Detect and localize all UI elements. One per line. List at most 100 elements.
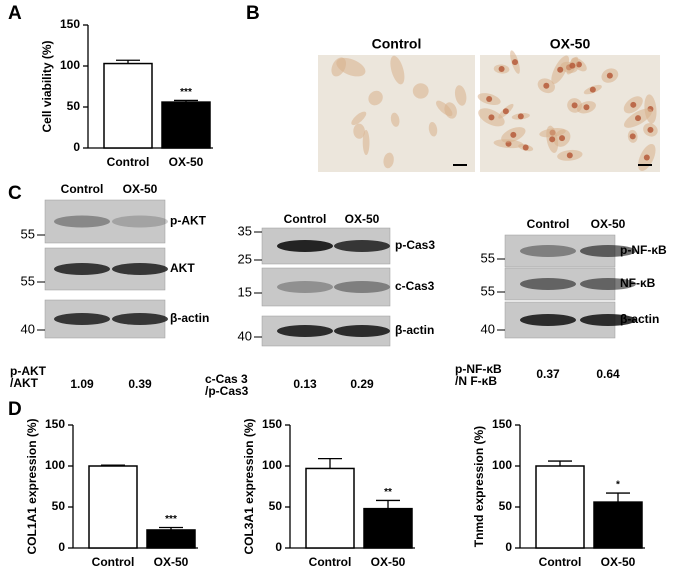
x-tick-label: OX-50	[154, 555, 189, 569]
ratio-value: 0.29	[350, 377, 374, 391]
nucleus	[502, 108, 509, 115]
nucleus	[488, 114, 495, 121]
nucleus	[498, 66, 505, 73]
nucleus	[630, 101, 637, 108]
ratio-value: 0.39	[128, 377, 152, 391]
cell	[412, 83, 429, 99]
significance: **	[384, 487, 392, 498]
significance: ***	[165, 514, 177, 525]
blot-band	[54, 263, 110, 275]
image-title: OX-50	[550, 36, 591, 52]
blot-band	[112, 263, 168, 275]
bar	[88, 465, 138, 549]
bar	[363, 507, 413, 549]
cell	[331, 57, 347, 77]
y-tick-label: 150	[60, 17, 80, 31]
blot-band	[580, 314, 636, 326]
cell	[428, 121, 438, 137]
x-tick-label: Control	[92, 555, 135, 569]
nucleus	[543, 82, 550, 89]
nucleus	[522, 144, 529, 151]
y-tick-label: 50	[67, 99, 81, 113]
y-tick-label: 0	[275, 540, 282, 554]
nucleus	[549, 136, 556, 143]
y-tick-label: 100	[262, 458, 282, 472]
ratio-label: /N F-κB	[455, 374, 497, 388]
ratio-label: p-AKT	[10, 364, 47, 378]
blot-band	[277, 281, 333, 293]
cell	[436, 100, 453, 117]
y-tick-label: 50	[499, 499, 513, 513]
row-label: p-NF-κB	[620, 243, 667, 257]
blot-band	[112, 215, 168, 228]
image-title: Control	[372, 36, 422, 52]
x-tick-label: Control	[107, 155, 150, 169]
mw-marker: 55	[21, 226, 35, 241]
bar	[103, 62, 153, 149]
mw-marker: 25	[238, 251, 252, 266]
y-tick-label: 150	[492, 417, 512, 431]
bar	[161, 101, 211, 149]
bar	[593, 501, 643, 549]
blot-band	[580, 278, 636, 290]
blot-band	[112, 313, 168, 325]
nucleus	[569, 62, 576, 69]
y-tick-label: 50	[52, 499, 66, 513]
cell	[362, 129, 370, 156]
x-tick-label: OX-50	[601, 555, 636, 569]
y-axis-label: Tnmd expression (%)	[472, 426, 486, 547]
row-label: AKT	[170, 261, 195, 275]
cell	[353, 123, 365, 139]
panel-label: B	[246, 3, 260, 24]
bar	[305, 467, 355, 549]
blot-strip	[261, 267, 391, 307]
nucleus	[486, 96, 493, 103]
blot-band	[277, 325, 333, 337]
nucleus	[571, 102, 578, 109]
lane-label: Control	[61, 182, 104, 196]
nucleus	[635, 115, 642, 122]
cell	[383, 152, 394, 169]
row-label: β-actin	[620, 312, 659, 326]
mw-marker: 40	[481, 321, 495, 336]
y-axis-label: Cell viability (%)	[40, 40, 54, 132]
lane-label: Control	[527, 217, 570, 231]
blot-band	[334, 240, 390, 252]
blot-band	[334, 281, 390, 293]
blot-band	[580, 245, 636, 257]
y-tick-label: 0	[505, 540, 512, 554]
nucleus	[583, 104, 590, 111]
blot-band	[54, 313, 110, 325]
lane-label: OX-50	[345, 212, 380, 226]
y-tick-label: 0	[73, 140, 80, 154]
ratio-label: c-Cas 3	[205, 372, 248, 386]
bar	[146, 529, 196, 549]
x-tick-label: OX-50	[169, 155, 204, 169]
nucleus	[511, 59, 518, 66]
nucleus	[566, 152, 573, 159]
ratio-value: 0.37	[536, 367, 560, 381]
nucleus	[589, 86, 596, 93]
row-label: p-Cas3	[395, 238, 435, 252]
mw-marker: 40	[21, 321, 35, 336]
blot-band	[54, 215, 110, 228]
panel-label: D	[8, 399, 22, 420]
mw-marker: 15	[238, 284, 252, 299]
nucleus	[629, 133, 636, 140]
row-label: β-actin	[170, 311, 209, 325]
ratio-label: /AKT	[10, 376, 39, 390]
lane-label: OX-50	[591, 217, 626, 231]
y-tick-label: 100	[60, 58, 80, 72]
row-label: c-Cas3	[395, 279, 435, 293]
nucleus	[510, 131, 517, 138]
y-axis-label: COL3A1 expression (%)	[242, 418, 256, 554]
panel-label: C	[8, 183, 22, 204]
ratio-value: 0.64	[596, 367, 620, 381]
blot-band	[520, 278, 576, 290]
x-tick-label: OX-50	[371, 555, 406, 569]
mw-marker: 55	[21, 273, 35, 288]
y-tick-label: 50	[269, 499, 283, 513]
nucleus	[557, 66, 564, 73]
ratio-label: p-NF-κB	[455, 362, 502, 376]
